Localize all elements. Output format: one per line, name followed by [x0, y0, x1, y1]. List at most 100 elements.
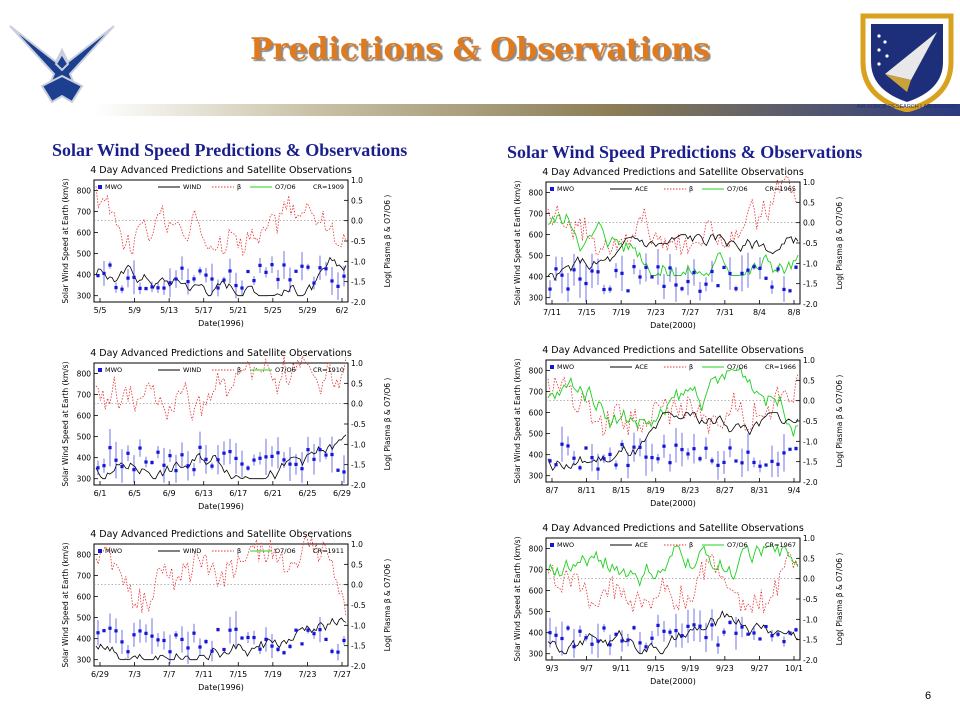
mwo-point: [686, 279, 690, 284]
x-tick-label: 8/31: [750, 486, 768, 495]
legend-mwo-marker: [550, 543, 554, 547]
y-axis-label: Solar Wind Speed at Earth (km/s): [513, 536, 522, 661]
mwo-point: [638, 275, 642, 279]
mwo-point: [704, 446, 708, 450]
x-tick-label: 7/27: [681, 308, 699, 317]
legend-observed: WIND: [183, 547, 201, 555]
x-axis-label: Date(1996): [198, 502, 244, 511]
legend-o7o6: O7/O6: [727, 541, 748, 549]
mwo-point: [680, 287, 684, 291]
y-tick-label: 600: [529, 409, 544, 418]
mwo-point: [342, 274, 346, 278]
page-number: 6: [925, 690, 932, 702]
carrington-rotation-label: CR=1911: [313, 547, 344, 555]
y-tick-label: 400: [77, 635, 92, 644]
mwo-point: [216, 628, 220, 632]
y-tick-label: 300: [529, 294, 544, 303]
x-tick-label: 7/27: [333, 670, 351, 679]
x-tick-label: 9/11: [612, 664, 630, 673]
y-tick-label: 500: [77, 614, 92, 623]
mwo-point: [114, 458, 118, 462]
mwo-point: [222, 647, 226, 652]
chart-panel-cr1965: 4 Day Advanced Predictions and Satellite…: [510, 164, 862, 334]
mwo-point: [764, 624, 768, 629]
chart-panel-cr1967: 4 Day Advanced Predictions and Satellite…: [510, 520, 862, 690]
mwo-point: [752, 265, 756, 269]
mwo-point: [198, 645, 202, 649]
chart-title: 4 Day Advanced Predictions and Satellite…: [542, 167, 804, 178]
afrl-shield-logo: AIR FORCE RESEARCH LABORATORY: [857, 13, 958, 112]
mwo-point: [728, 271, 732, 276]
mwo-point: [180, 266, 184, 270]
y2-tick-label: -1.0: [351, 440, 366, 449]
mwo-point: [590, 269, 594, 273]
mwo-point: [312, 281, 316, 285]
mwo-point: [776, 632, 780, 636]
mwo-point: [740, 461, 744, 465]
y-tick-label: 500: [529, 252, 544, 261]
mwo-point: [596, 639, 600, 643]
mwo-point: [126, 451, 130, 455]
x-tick-label: 6/2: [336, 306, 349, 315]
mwo-point: [704, 635, 708, 640]
y-tick-label: 600: [529, 231, 544, 240]
beta-series-line: [95, 536, 347, 617]
mwo-point: [602, 626, 606, 630]
mwo-point: [258, 647, 262, 651]
chart-background: [510, 342, 862, 512]
mwo-point: [258, 456, 262, 460]
x-tick-label: 9/27: [750, 664, 768, 673]
mwo-point: [692, 270, 696, 275]
y-tick-label: 400: [77, 271, 92, 280]
y-tick-label: 300: [77, 656, 92, 665]
mwo-point: [668, 630, 672, 634]
mwo-point: [204, 273, 208, 277]
mwo-point: [252, 279, 256, 283]
mwo-point: [138, 629, 142, 633]
mwo-point: [770, 285, 774, 289]
mwo-point: [764, 276, 768, 280]
mwo-point: [632, 445, 636, 449]
legend-mwo-marker: [98, 368, 102, 372]
mwo-point: [336, 650, 340, 654]
x-tick-label: 6/5: [128, 489, 141, 498]
x-tick-label: 7/11: [195, 670, 213, 679]
mwo-point: [794, 446, 798, 451]
legend-observed: ACE: [635, 363, 648, 371]
mwo-point: [162, 463, 166, 467]
x-tick-label: 6/21: [264, 489, 282, 498]
mwo-point: [294, 462, 298, 466]
x-tick-label: 8/27: [716, 486, 734, 495]
mwo-point: [234, 456, 238, 461]
mwo-point: [258, 263, 262, 267]
legend-mwo-marker: [98, 549, 102, 553]
y2-tick-label: -0.5: [351, 420, 366, 429]
mwo-point: [228, 449, 232, 454]
mwo-point: [740, 625, 744, 629]
y-tick-label: 800: [77, 551, 92, 560]
mwo-point: [554, 267, 558, 271]
mwo-point: [794, 628, 798, 632]
mwo-point: [650, 636, 654, 640]
y2-tick-label: 1.0: [351, 359, 363, 368]
mwo-point: [590, 455, 594, 460]
mwo-point: [560, 442, 564, 446]
legend-o7o6: O7/O6: [275, 183, 296, 191]
mwo-point: [680, 447, 684, 452]
x-tick-label: 8/23: [681, 486, 699, 495]
x-tick-label: 8/15: [612, 486, 630, 495]
chart-background: [58, 526, 410, 696]
o7o6-series-line: [547, 213, 799, 277]
mwo-point: [734, 287, 738, 291]
x-tick-label: 9/3: [546, 664, 559, 673]
legend-o7o6: O7/O6: [727, 363, 748, 371]
y2-tick-label: -1.0: [803, 259, 818, 268]
y-tick-label: 300: [529, 650, 544, 659]
mwo-point: [270, 644, 274, 648]
x-tick-label: 9/7: [580, 664, 593, 673]
carrington-rotation-label: CR=1909: [313, 183, 344, 191]
mwo-point: [192, 277, 196, 281]
y-tick-label: 400: [529, 451, 544, 460]
mwo-point: [626, 463, 630, 468]
mwo-point: [156, 638, 160, 642]
